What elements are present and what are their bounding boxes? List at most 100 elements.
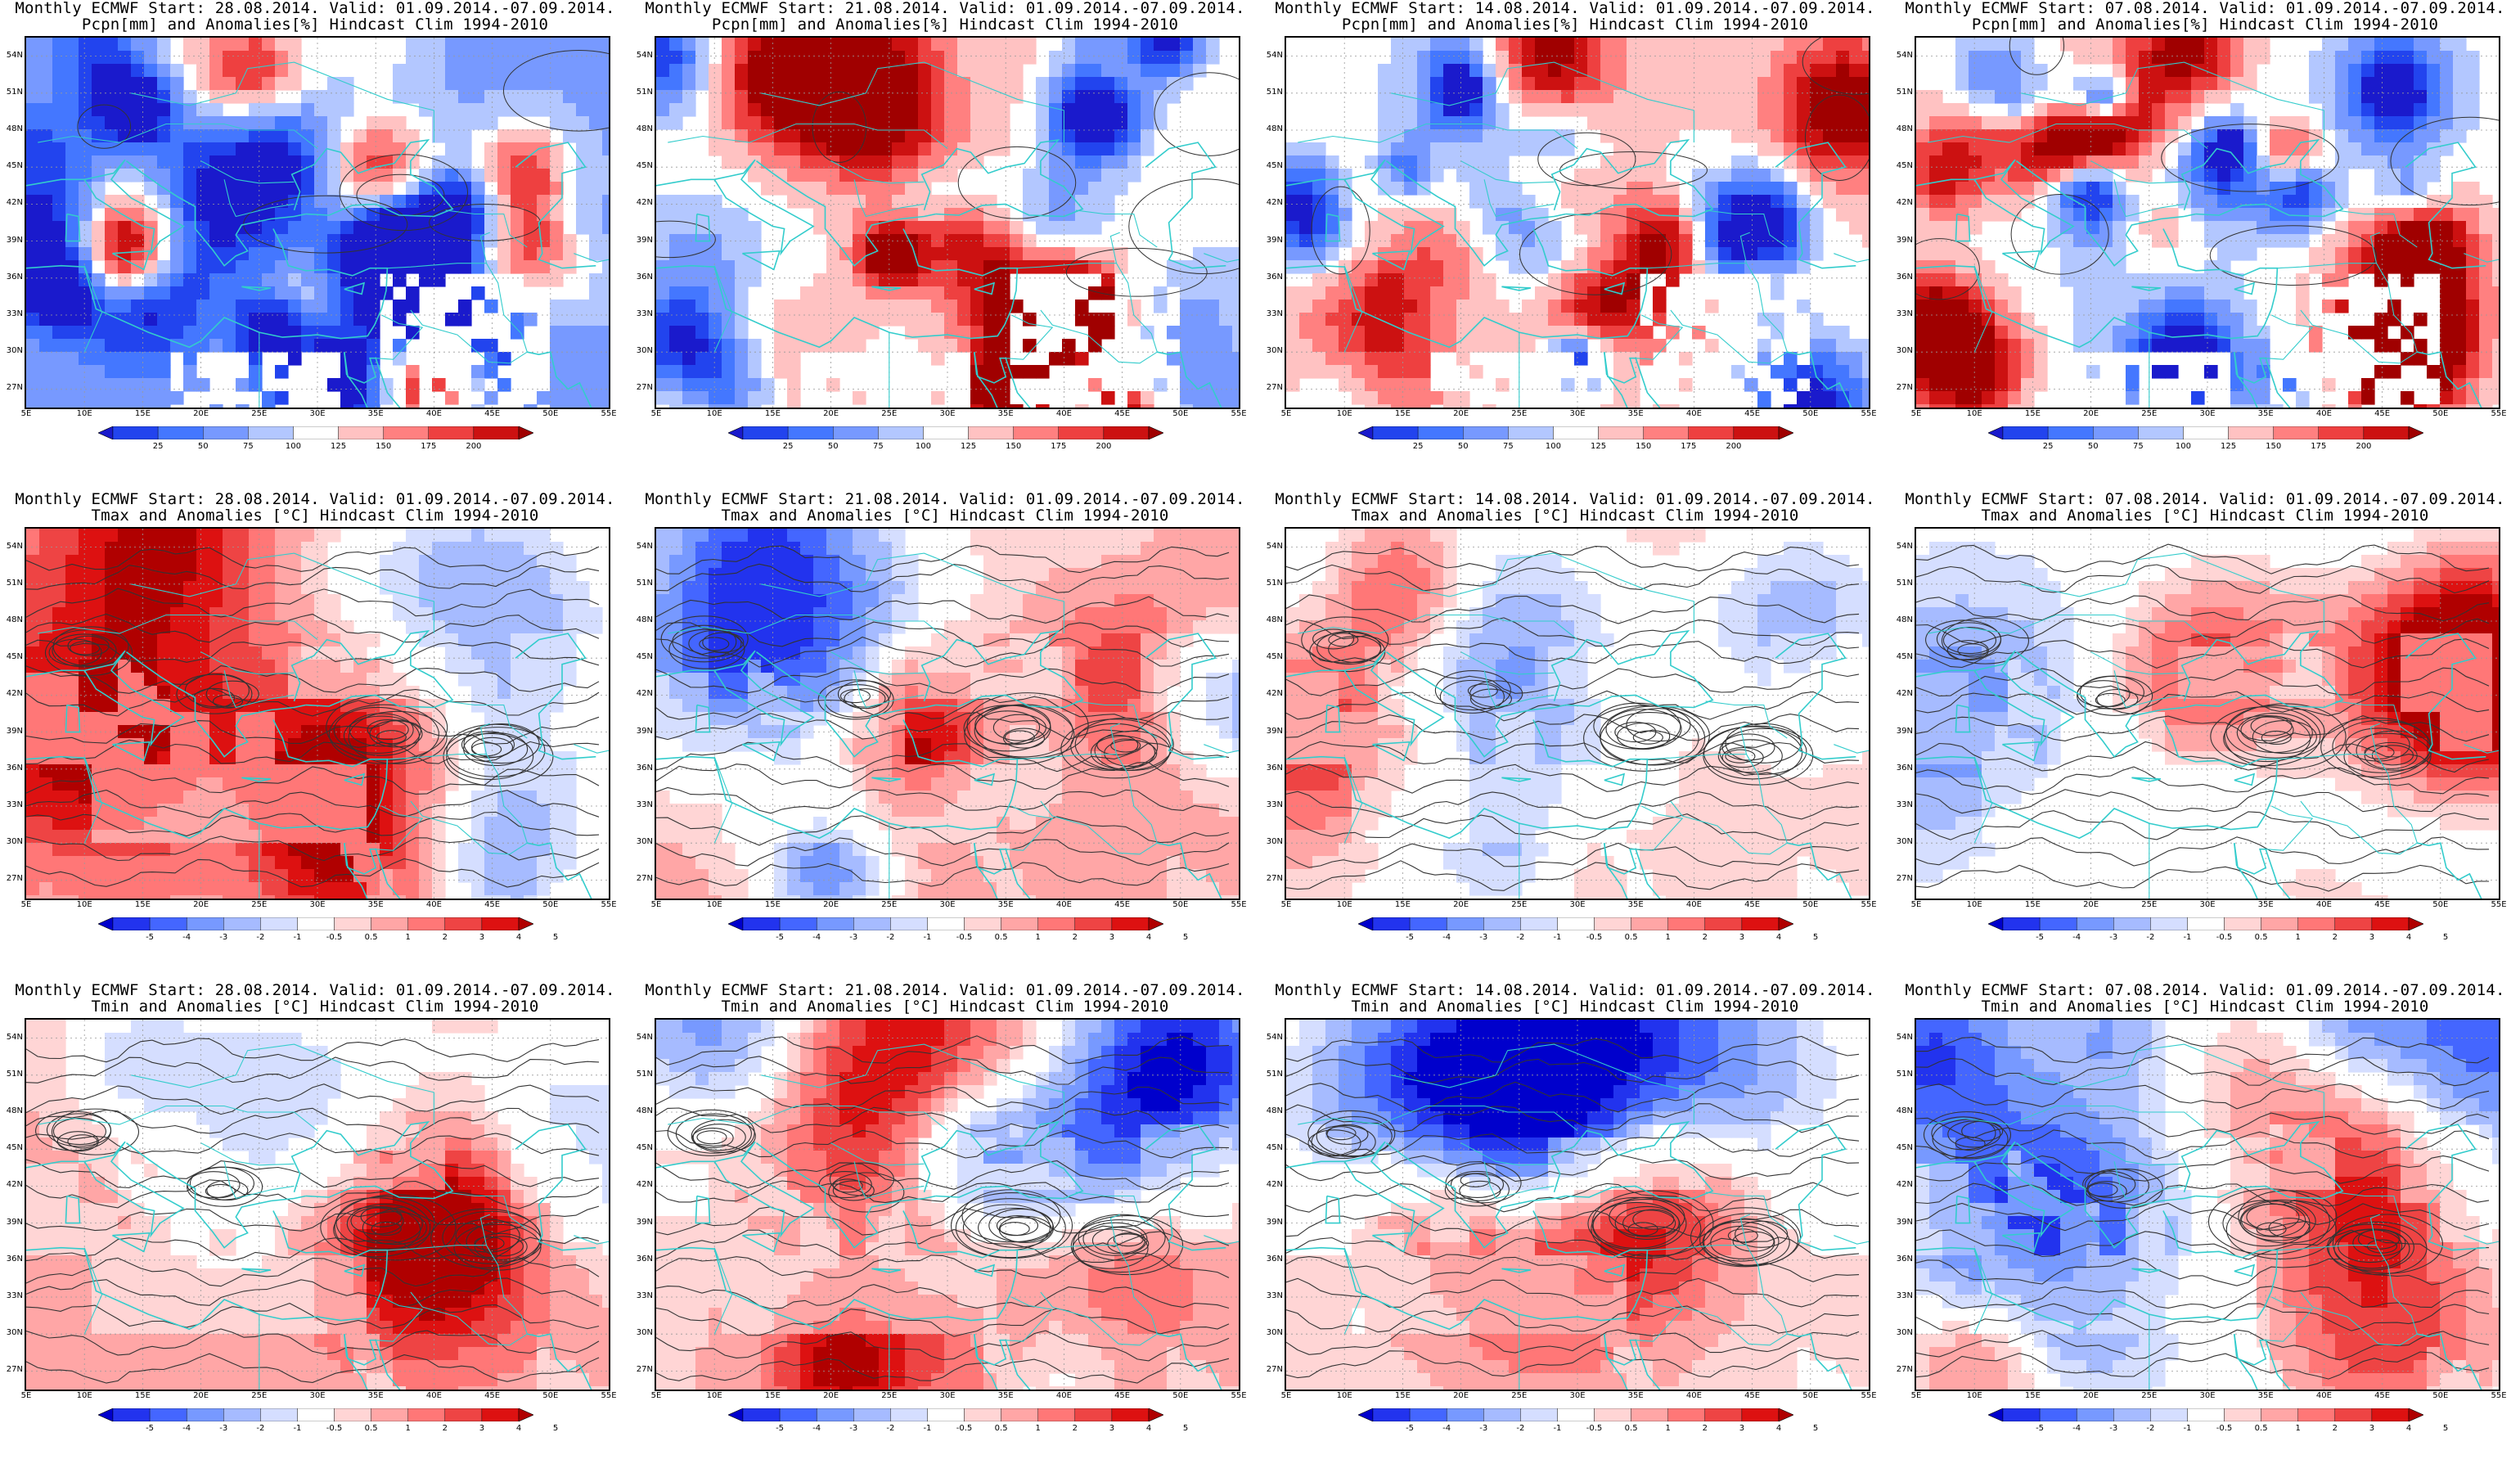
lat-tick-label: 30N	[6, 1328, 23, 1338]
colorbar-tick-label: 75	[872, 442, 884, 451]
colorbar-tick-label: 0.5	[994, 933, 1008, 942]
lon-tick-label: 40E	[425, 900, 442, 909]
colorbar-tick-label: 3	[1739, 933, 1745, 942]
lon-tick-label: 30E	[1569, 409, 1586, 418]
lat-tick-label: 45N	[636, 1143, 653, 1153]
colorbar-tick-label: 3	[1739, 1424, 1745, 1433]
colorbar-tick-label: 25	[152, 442, 164, 451]
colorbar-tick-label: -1	[1553, 933, 1562, 942]
lat-tick-label: 42N	[636, 1180, 653, 1190]
colorbar-tick-label: 25	[1412, 442, 1424, 451]
lon-tick-label: 30E	[2199, 1391, 2216, 1400]
colorbar-tick-label: -2	[886, 1424, 895, 1433]
lat-tick-label: 54N	[636, 541, 653, 551]
lat-tick-label: 39N	[6, 1217, 23, 1227]
colorbar	[1988, 426, 2423, 439]
colorbar-tick-label: 2	[442, 1424, 448, 1433]
lat-tick-label: 33N	[1896, 309, 1913, 318]
lat-tick-label: 51N	[1266, 1069, 1283, 1079]
colorbar-tick-label: 5	[552, 933, 559, 942]
colorbar-tick-label: 4	[1145, 933, 1152, 942]
colorbar-tick-label: 125	[331, 442, 347, 451]
lat-tick-label: 33N	[1266, 800, 1283, 809]
lon-tick-label: 30E	[309, 1391, 326, 1400]
lat-tick-label: 39N	[1896, 1217, 1913, 1227]
lon-tick-label: 35E	[2257, 409, 2274, 418]
colorbar-tick-label: 5	[1812, 933, 1819, 942]
lon-tick-label: 5E	[1280, 1391, 1292, 1400]
lat-tick-label: 39N	[636, 235, 653, 245]
lat-tick-label: 33N	[6, 1291, 23, 1300]
coastlines	[26, 1043, 609, 1390]
lon-tick-label: 25E	[2141, 409, 2158, 418]
colorbar-tick-label: 4	[1145, 1424, 1152, 1433]
map-frame	[25, 527, 610, 900]
colorbar-tick-label: 175	[1681, 442, 1697, 451]
colorbar-tick-label: -1	[923, 1424, 932, 1433]
colorbar-tick-label: -5	[1406, 1424, 1415, 1433]
lon-tick-label: 25E	[2141, 900, 2158, 909]
colorbar-tick-label: 1	[1035, 933, 1041, 942]
panel-subtitle: Tmin and Anomalies [°C] Hindcast Clim 19…	[721, 998, 1169, 1016]
colorbar-tick-label: 100	[1545, 442, 1561, 451]
lat-tick-label: 39N	[6, 235, 23, 245]
panel-subtitle: Tmax and Anomalies [°C] Hindcast Clim 19…	[721, 507, 1169, 525]
lat-tick-label: 48N	[1266, 1106, 1283, 1115]
lat-tick-label: 36N	[6, 763, 23, 773]
lon-tick-label: 5E	[650, 1391, 662, 1400]
lon-tick-label: 10E	[76, 409, 92, 418]
lat-tick-label: 42N	[6, 689, 23, 699]
map-panel: Monthly ECMWF Start: 14.08.2014. Valid: …	[1260, 0, 1890, 491]
colorbar-tick-label: -4	[1442, 933, 1451, 942]
lon-tick-label: 45E	[2374, 409, 2391, 418]
lat-tick-label: 27N	[636, 383, 653, 393]
colorbar-tick-label: 175	[1051, 442, 1067, 451]
anomaly-field	[656, 38, 1239, 408]
lon-tick-label: 40E	[1685, 409, 1702, 418]
lat-lon-grid	[1286, 38, 1869, 408]
panel-subtitle: Tmax and Anomalies [°C] Hindcast Clim 19…	[91, 507, 539, 525]
colorbar-tick-label: 50	[827, 442, 839, 451]
precip-contours	[1311, 38, 1869, 295]
lat-tick-label: 42N	[1266, 1180, 1283, 1190]
colorbar-tick-label: -3	[219, 1424, 228, 1433]
lon-tick-label: 35E	[2257, 1391, 2274, 1400]
lat-tick-label: 39N	[1896, 235, 1913, 245]
lat-lon-grid	[26, 529, 609, 899]
lon-tick-label: 10E	[706, 1391, 722, 1400]
lon-tick-label: 55E	[1231, 1391, 1247, 1400]
map-panel: Monthly ECMWF Start: 07.08.2014. Valid: …	[1890, 491, 2520, 982]
lon-tick-label: 15E	[134, 409, 151, 418]
colorbar-tick-label: 0.5	[1624, 933, 1638, 942]
lon-tick-label: 35E	[2257, 900, 2274, 909]
coastlines	[656, 1043, 1239, 1390]
coastlines	[1286, 552, 1869, 899]
lon-tick-label: 40E	[1055, 900, 1072, 909]
colorbar	[98, 917, 533, 930]
lat-tick-label: 48N	[636, 615, 653, 624]
lat-tick-label: 30N	[1266, 837, 1283, 847]
temperature-contours	[1916, 1035, 2490, 1380]
lat-tick-label: 27N	[6, 1365, 23, 1375]
lon-tick-label: 55E	[1861, 900, 1877, 909]
colorbar-tick-label: 125	[2221, 442, 2237, 451]
panel-subtitle: Tmin and Anomalies [°C] Hindcast Clim 19…	[1351, 998, 1799, 1016]
lat-tick-label: 39N	[6, 726, 23, 736]
lon-tick-label: 30E	[939, 409, 956, 418]
panel-title: Monthly ECMWF Start: 14.08.2014. Valid: …	[1275, 982, 1875, 999]
colorbar-tick-label: -5	[2036, 933, 2045, 942]
lat-tick-label: 39N	[1896, 726, 1913, 736]
colorbar-tick-label: -3	[1479, 933, 1488, 942]
lon-tick-label: 30E	[1569, 1391, 1586, 1400]
map-canvas	[656, 38, 1239, 408]
lat-tick-label: 30N	[1266, 1328, 1283, 1338]
colorbar-tick-label: -5	[1406, 933, 1415, 942]
lon-tick-label: 10E	[706, 409, 722, 418]
lon-tick-label: 20E	[1453, 900, 1469, 909]
lat-tick-label: 42N	[1896, 198, 1913, 208]
colorbar-tick-label: 200	[2356, 442, 2372, 451]
map-frame	[25, 36, 610, 409]
lon-tick-label: 10E	[1336, 1391, 1352, 1400]
lon-tick-label: 45E	[1744, 900, 1761, 909]
